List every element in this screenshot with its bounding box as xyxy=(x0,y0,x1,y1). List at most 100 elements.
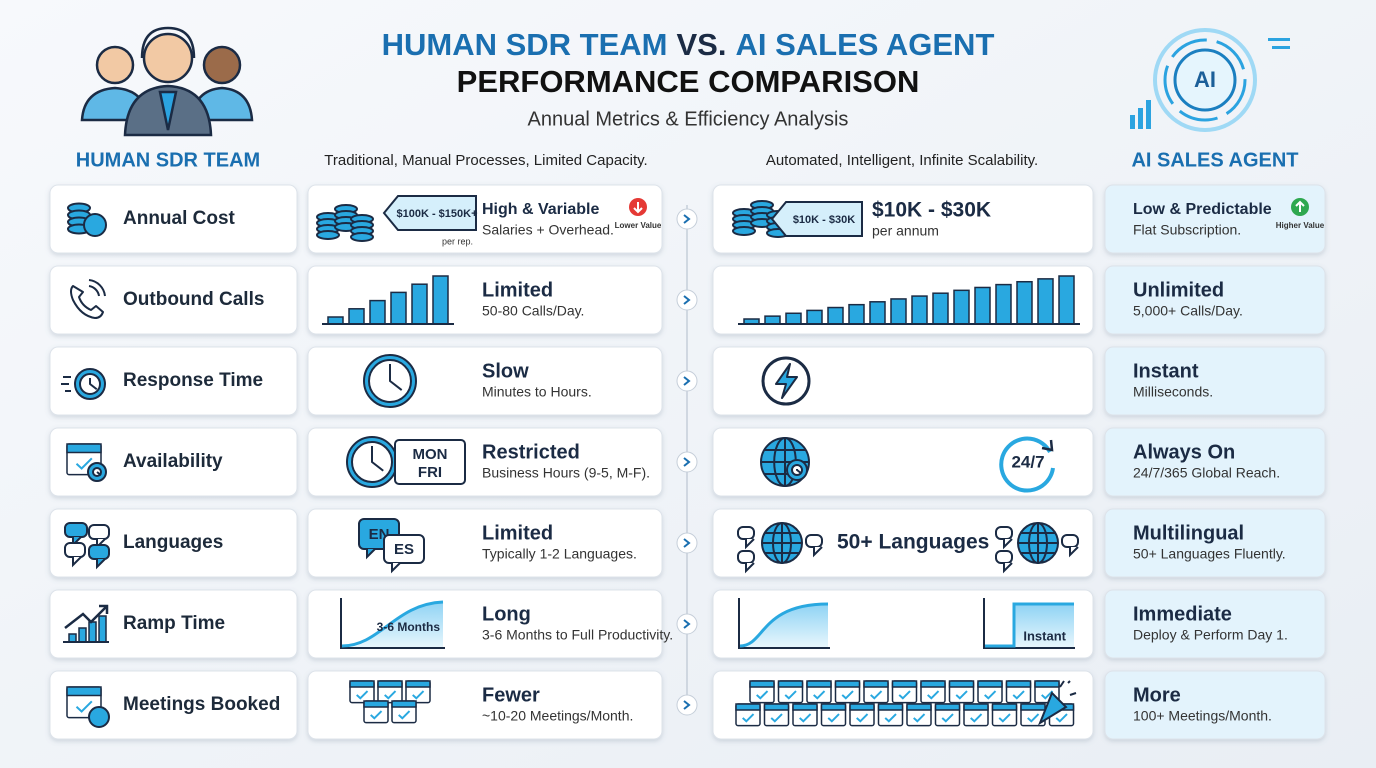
summary-title: Multilingual xyxy=(1133,522,1244,544)
decor-bar xyxy=(995,283,1012,325)
human-detail: 3-6 Months to Full Productivity. xyxy=(482,627,673,643)
calendar-check xyxy=(756,690,769,700)
phone xyxy=(70,285,104,319)
bubble-tail xyxy=(1003,562,1013,574)
coins-icon xyxy=(316,204,374,242)
metric-name: Response Time xyxy=(123,370,263,391)
clock-icon xyxy=(346,436,398,488)
metric-icon xyxy=(67,202,107,237)
calendar-top xyxy=(405,680,431,688)
calendar-top xyxy=(391,700,417,708)
summary-title: More xyxy=(1133,684,1181,706)
calendar-check xyxy=(827,713,840,723)
human-detail: Business Hours (9-5, M-F). xyxy=(482,465,650,481)
badge-text: Higher Value xyxy=(1276,221,1325,230)
ai-heading: AI SALES AGENT xyxy=(1131,149,1298,171)
summary-title: Low & Predictable xyxy=(1133,201,1272,218)
calendar-top xyxy=(749,680,775,688)
calendar-check xyxy=(75,457,93,470)
summary-detail: 24/7/365 Global Reach. xyxy=(1133,465,1280,481)
ai-figure: 50+ Languages xyxy=(837,531,989,554)
chevron xyxy=(683,457,691,467)
decor-bar xyxy=(390,291,407,325)
calendar-check xyxy=(1012,690,1025,700)
calendar-check xyxy=(412,690,425,700)
human-tagline: Traditional, Manual Processes, Limited C… xyxy=(324,152,647,169)
speech-bubble xyxy=(737,526,755,540)
summary-title: Instant xyxy=(1133,360,1199,382)
decor-bar xyxy=(932,292,949,325)
decor-bar xyxy=(369,299,386,325)
human-title: Fewer xyxy=(482,684,540,706)
globe-lines xyxy=(762,523,802,563)
confetti xyxy=(1059,680,1077,696)
summary-panel xyxy=(1104,670,1326,740)
decor-bar xyxy=(806,309,823,325)
calendar-top xyxy=(763,703,790,711)
calendar-check xyxy=(784,690,797,700)
metric-icon xyxy=(70,279,106,319)
summary-title: Immediate xyxy=(1133,603,1232,625)
calendar-top xyxy=(863,680,889,688)
calendar-top xyxy=(948,680,975,688)
bubble-tail xyxy=(1003,538,1013,550)
bubble-tail xyxy=(96,558,106,570)
globe-lines xyxy=(1018,523,1058,563)
metric-name: Languages xyxy=(123,532,223,553)
team-icon xyxy=(80,26,254,137)
metric-card xyxy=(49,589,298,659)
ai-figure-note: per annum xyxy=(872,223,939,239)
speech-bubble xyxy=(995,550,1013,564)
calendar-top xyxy=(963,703,989,711)
lightning-icon xyxy=(761,356,811,406)
clock-icon xyxy=(87,462,107,482)
calendar-check xyxy=(984,690,997,700)
metric-name: Outbound Calls xyxy=(123,289,264,310)
chevron-circle xyxy=(676,451,698,473)
step-axis xyxy=(983,598,1075,649)
summary-panel xyxy=(1104,184,1326,254)
bubble-tail xyxy=(745,538,755,550)
human-title: Limited xyxy=(482,279,553,301)
calendar-check xyxy=(742,713,755,723)
speech-bubble xyxy=(88,544,110,560)
coin xyxy=(350,232,374,242)
check-circle xyxy=(88,706,110,728)
calendar-check xyxy=(356,690,369,700)
coin xyxy=(732,226,756,236)
human-detail: ~10-20 Meetings/Month. xyxy=(482,708,633,724)
calendar-check xyxy=(970,713,983,723)
clock-hands xyxy=(389,364,403,391)
metric-name: Meetings Booked xyxy=(123,694,280,715)
calendar-card xyxy=(394,439,466,485)
decor-bar xyxy=(432,275,449,325)
calendar-top xyxy=(1005,680,1032,688)
chevron xyxy=(683,538,691,548)
clock-icon xyxy=(363,354,417,408)
decor-bar xyxy=(1037,278,1054,325)
coin xyxy=(316,230,340,240)
calendar-top xyxy=(906,703,932,711)
decor-bar xyxy=(890,298,907,325)
cycle-arrow xyxy=(999,436,1055,493)
globe-lines xyxy=(761,438,809,486)
ramp-area xyxy=(342,602,443,648)
summary-panel xyxy=(1104,265,1326,335)
chevron-circle xyxy=(676,208,698,230)
badge-arrow xyxy=(1295,200,1305,212)
icon-text: FRI xyxy=(418,464,442,481)
step-curve xyxy=(985,602,1074,648)
summary-detail: 5,000+ Calls/Day. xyxy=(1133,303,1243,319)
calendar-check xyxy=(955,690,968,700)
chevron xyxy=(683,295,691,305)
decor-bar xyxy=(785,312,802,325)
calendar-check xyxy=(884,713,897,723)
decor-bar xyxy=(88,621,97,643)
human-heading: HUMAN SDR TEAM xyxy=(76,149,260,171)
speech-bubble xyxy=(995,526,1013,540)
summary-title: Always On xyxy=(1133,441,1235,463)
decor-bar xyxy=(1016,280,1033,325)
party-popper xyxy=(1037,691,1068,726)
chevron-circle xyxy=(676,613,698,635)
